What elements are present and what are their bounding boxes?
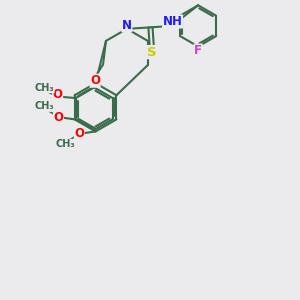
Text: CH₃: CH₃ [34,83,54,93]
Text: N: N [122,19,132,32]
Text: O: O [90,74,100,87]
Text: NH: NH [163,15,182,28]
Text: S: S [147,46,157,59]
Text: CH₃: CH₃ [56,140,75,149]
Text: F: F [194,44,202,57]
Text: CH₃: CH₃ [35,101,54,111]
Text: O: O [74,127,84,140]
Text: O: O [53,110,63,124]
Text: O: O [52,88,63,101]
